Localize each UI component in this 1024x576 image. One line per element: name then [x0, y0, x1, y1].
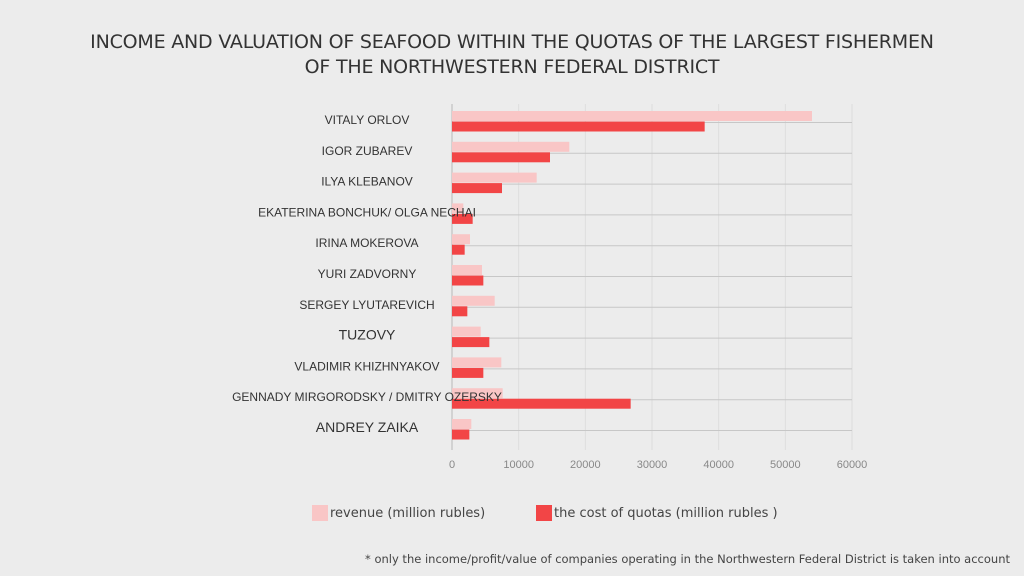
legend-item-quota-cost: the cost of quotas (million rubles ) [536, 505, 778, 521]
category-label-vladimir-khizhnyakov: VLADIMIR KHIZHNYAKOV [294, 359, 439, 373]
bar-quota-cost-vitaly-orlov [452, 121, 705, 132]
x-tick-label: 30000 [637, 459, 668, 471]
bar-quota-cost-gennady-mirgorodsky-dmitry-ozersky [452, 398, 631, 409]
x-tick-label: 10000 [503, 459, 534, 471]
footnote: * only the income/profit/value of compan… [365, 552, 1010, 566]
legend-label-revenue: revenue (million rubles) [330, 505, 486, 521]
x-axis-ticks: 0 10000 20000 30000 40000 50000 60000 [449, 459, 867, 471]
bar-quota-cost-igor-zubarev [452, 152, 550, 163]
category-label-tuzovy: TUZOVY [339, 327, 396, 343]
category-label-sergey-lyutarevich: SERGEY LYUTAREVICH [299, 298, 434, 312]
bar-quota-cost-vladimir-khizhnyakov [452, 367, 484, 378]
bar-quota-cost-ekaterina-bonchuk-olga-nechai [452, 213, 473, 224]
chart-title-line-2: OF THE NORTHWESTERN FEDERAL DISTRICT [304, 56, 720, 78]
category-label-ilya-klebanov: ILYA KLEBANOV [321, 175, 413, 189]
legend-label-quota-cost: the cost of quotas (million rubles ) [554, 505, 778, 521]
legend-swatch-quota-cost [536, 505, 552, 521]
bar-quota-cost-tuzovy [452, 337, 490, 348]
bar-chart: VITALY ORLOV IGOR ZUBAREV ILYA KLEBANOV EKA… [232, 104, 867, 471]
bar-quota-cost-andrey-zaika [452, 429, 470, 440]
legend-item-revenue: revenue (million rubles) [312, 505, 485, 521]
bar-quota-cost-yuri-zadvorny [452, 275, 484, 286]
bar-revenue-yuri-zadvorny [452, 265, 482, 275]
category-label-vitaly-orlov: VITALY ORLOV [325, 113, 410, 127]
x-tick-label: 20000 [570, 459, 601, 471]
x-tick-label: 50000 [770, 459, 801, 471]
bar-revenue-irina-mokerova [452, 234, 470, 245]
chart-title: INCOME AND VALUATION OF SEAFOOD WITHIN T… [0, 30, 1024, 80]
x-tick-label: 60000 [837, 459, 868, 471]
x-tick-label: 40000 [703, 459, 734, 471]
bar-revenue-vitaly-orlov [452, 111, 812, 121]
bar-quota-cost-ilya-klebanov [452, 183, 502, 194]
category-label-ekaterina-bonchuk-olga-nechai: EKATERINA BONCHUK/ OLGA NECHAI [258, 205, 476, 219]
bar-revenue-gennady-mirgorodsky-dmitry-ozersky [452, 388, 503, 399]
bar-revenue-ilya-klebanov [452, 172, 537, 183]
category-label-yuri-zadvorny: YURI ZADVORNY [318, 267, 417, 281]
bar-quota-cost-irina-mokerova [452, 244, 465, 255]
bar-revenue-sergey-lyutarevich [452, 295, 495, 306]
bar-revenue-vladimir-khizhnyakov [452, 357, 502, 368]
bar-revenue-andrey-zaika [452, 419, 472, 429]
grid-lines [451, 104, 853, 450]
category-label-gennady-mirgorodsky-dmitry-ozersky: GENNADY MIRGORODSKY / DMITRY OZERSKY [232, 390, 502, 404]
bar-revenue-igor-zubarev [452, 141, 570, 152]
category-label-andrey-zaika: ANDREY ZAIKA [316, 419, 419, 435]
x-tick-label: 0 [449, 459, 455, 471]
category-label-igor-zubarev: IGOR ZUBAREV [322, 144, 413, 158]
category-label-irina-mokerova: IRINA MOKEROVA [315, 236, 418, 250]
bar-revenue-tuzovy [452, 326, 481, 337]
bar-revenue-ekaterina-bonchuk-olga-nechai [452, 203, 464, 214]
chart-title-line-1: INCOME AND VALUATION OF SEAFOOD WITHIN T… [90, 31, 934, 53]
legend-swatch-revenue [312, 505, 328, 521]
category-labels: VITALY ORLOV IGOR ZUBAREV ILYA KLEBANOV EKA… [232, 113, 502, 435]
bars [452, 111, 812, 440]
bar-quota-cost-sergey-lyutarevich [452, 306, 468, 317]
